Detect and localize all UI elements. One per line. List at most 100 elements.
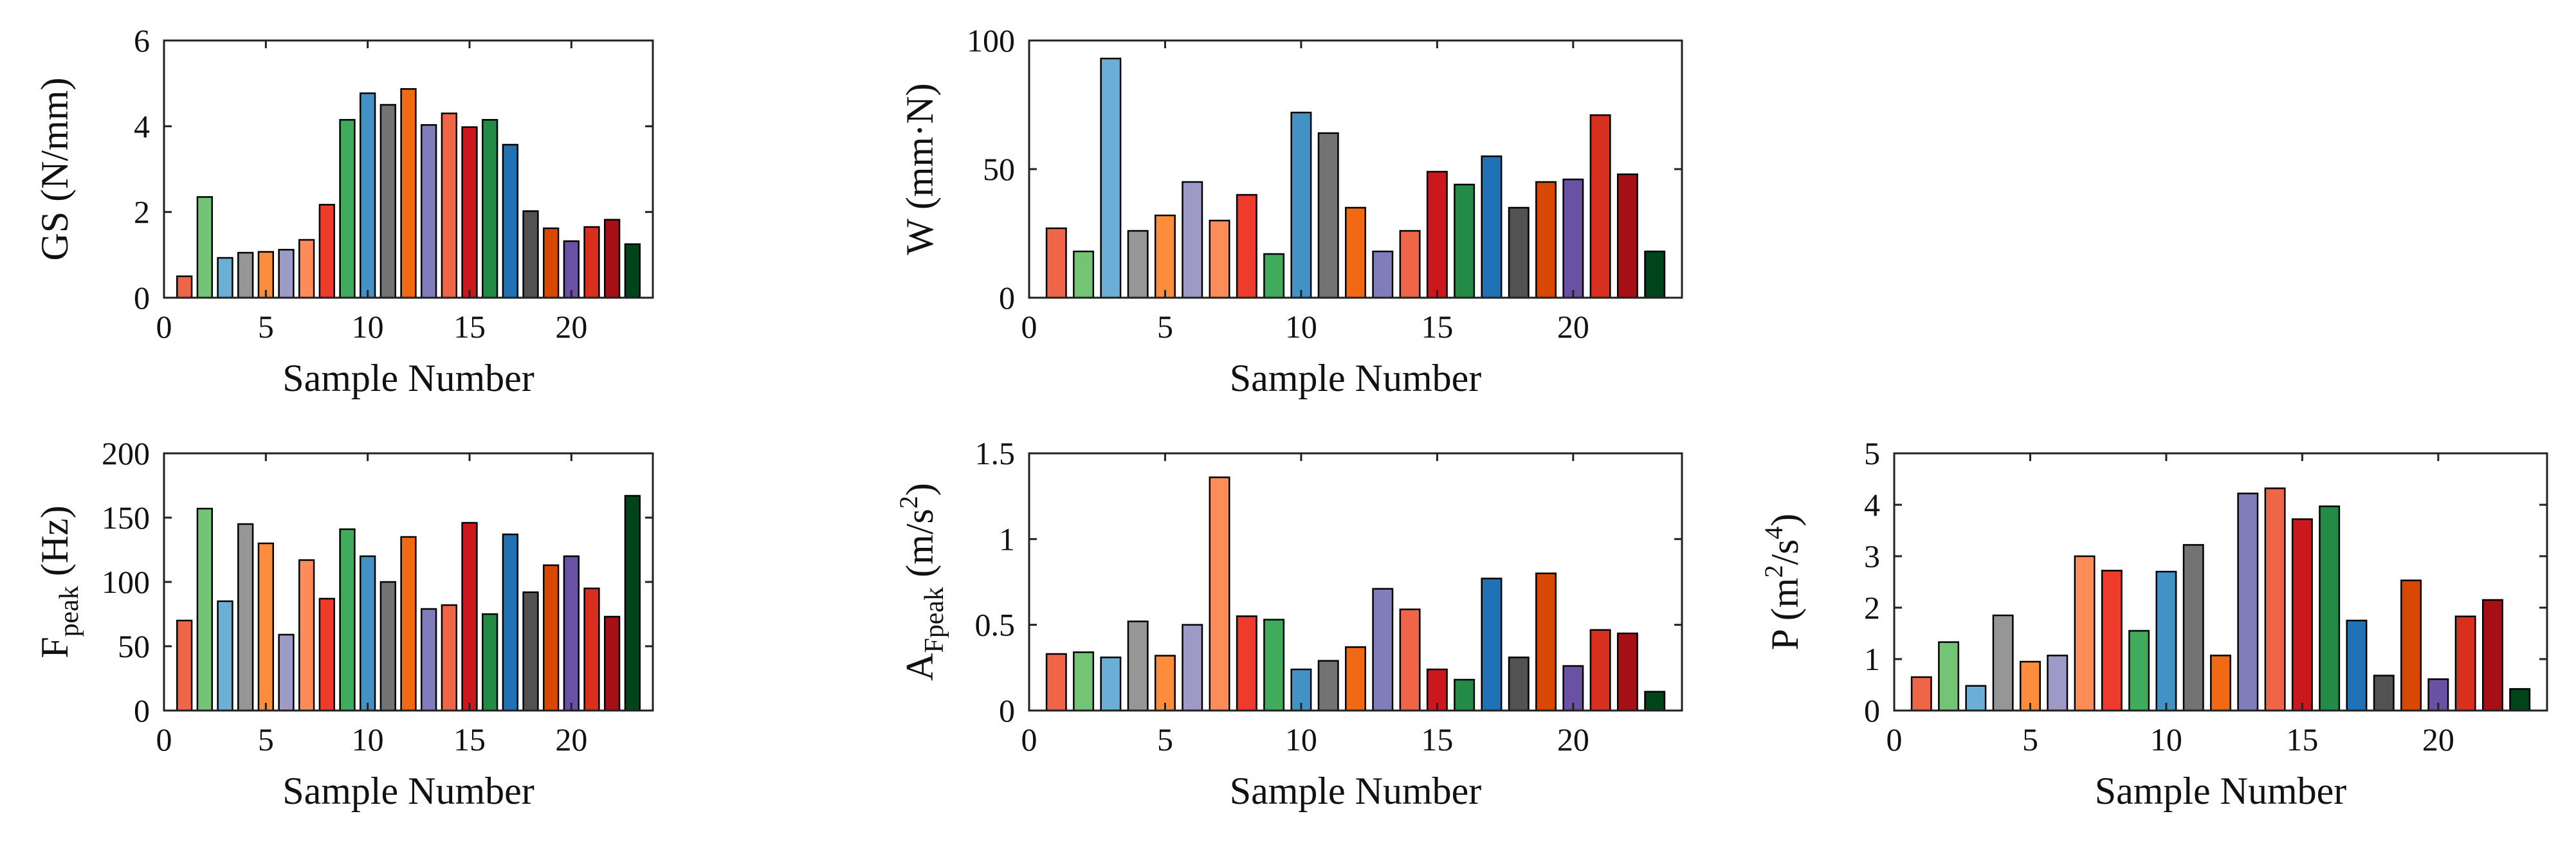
xtick-label-w-20: 20 (1557, 309, 1589, 345)
bar-p-13 (2237, 493, 2259, 712)
yaxis-title-part-fpeak-ylabel_rest: (Hz) (33, 505, 76, 586)
bar-p-10 (2155, 570, 2177, 712)
xtick-label-gs-5: 5 (258, 309, 274, 345)
yaxis-title-part-p-ylabel_end: ) (1764, 514, 1806, 527)
xaxis-title-afpeak: Sample Number (1230, 770, 1482, 812)
xtick-label-gs-15: 15 (453, 309, 486, 345)
yaxis-title-afpeak: AFpeak (m/s2) (894, 483, 949, 681)
bar-fpeak-16 (482, 613, 498, 712)
bar-afpeak-16 (1454, 678, 1475, 712)
bar-w-9 (1263, 253, 1285, 299)
bar-fpeak-9 (339, 528, 356, 712)
bar-gs-16 (482, 119, 498, 299)
ytick-label-p-4: 4 (1864, 487, 1880, 523)
yaxis-title-part-afpeak-ylabel_main: A (899, 653, 941, 680)
bar-fpeak-5 (257, 542, 274, 712)
bar-p-7 (2074, 555, 2096, 712)
xtick-label-afpeak-0: 0 (1021, 721, 1037, 757)
ytick-label-fpeak-150: 150 (102, 500, 150, 536)
bar-fpeak-1 (176, 619, 193, 712)
ytick-label-p-5: 5 (1864, 435, 1880, 471)
yaxis-title-part-p-ylabel_rest: /s (1764, 539, 1806, 565)
xtick-label-afpeak-20: 20 (1557, 721, 1589, 757)
ytick-label-afpeak-1: 1 (999, 521, 1015, 557)
bar-fpeak-20 (563, 555, 580, 712)
bar-w-4 (1127, 230, 1149, 299)
ytick-label-afpeak-0.5: 0.5 (975, 607, 1016, 643)
bar-gs-18 (522, 210, 539, 299)
bar-fpeak-10 (360, 555, 376, 712)
xtick-label-fpeak-10: 10 (352, 721, 384, 757)
xtick-label-w-15: 15 (1421, 309, 1453, 345)
bar-gs-13 (421, 124, 437, 299)
xtick-label-p-5: 5 (2022, 721, 2038, 757)
ytick-label-fpeak-200: 200 (102, 435, 150, 471)
ytick-label-fpeak-0: 0 (134, 693, 150, 729)
bar-p-11 (2182, 544, 2204, 712)
xtick-label-w-5: 5 (1157, 309, 1173, 345)
bar-gs-17 (502, 143, 518, 299)
bar-p-17 (2346, 619, 2368, 712)
bar-w-13 (1372, 250, 1394, 299)
bar-p-4 (1992, 614, 2014, 712)
bar-afpeak-22 (1616, 632, 1638, 712)
ytick-label-p-3: 3 (1864, 538, 1880, 574)
bar-fpeak-12 (400, 536, 417, 712)
bar-p-15 (2291, 518, 2313, 712)
ytick-label-gs-4: 4 (134, 108, 150, 144)
bar-gs-2 (196, 196, 213, 299)
bar-w-21 (1589, 114, 1611, 299)
ytick-label-afpeak-0: 0 (999, 693, 1015, 729)
bar-p-21 (2454, 615, 2476, 712)
bar-p-6 (2047, 655, 2069, 712)
ytick-label-gs-6: 6 (134, 23, 150, 59)
xaxis-title-w: Sample Number (1230, 357, 1482, 399)
bar-afpeak-18 (1508, 657, 1530, 712)
xtick-label-fpeak-5: 5 (258, 721, 274, 757)
ytick-label-fpeak-50: 50 (118, 628, 150, 664)
xtick-label-fpeak-15: 15 (453, 721, 486, 757)
bar-fpeak-15 (461, 521, 478, 712)
bar-afpeak-1 (1045, 653, 1067, 712)
bar-gs-19 (543, 227, 560, 299)
bar-afpeak-14 (1399, 608, 1421, 712)
bar-fpeak-6 (278, 633, 295, 712)
bar-afpeak-11 (1317, 660, 1339, 712)
bar-w-17 (1481, 155, 1503, 299)
bar-w-18 (1508, 206, 1530, 299)
bar-gs-15 (461, 126, 478, 299)
yaxis-title-part-p-ylabel_main: P (m (1764, 578, 1806, 651)
bar-p-18 (2373, 675, 2395, 712)
yaxis-title-part-afpeak-ylabel_rest: (m/s (899, 509, 941, 587)
bar-w-12 (1345, 206, 1366, 299)
bar-afpeak-3 (1100, 657, 1122, 712)
bar-gs-6 (278, 249, 295, 299)
bar-w-16 (1454, 183, 1475, 299)
ytick-label-p-2: 2 (1864, 590, 1880, 626)
bar-p-19 (2400, 579, 2422, 712)
bar-w-8 (1236, 194, 1257, 299)
ytick-label-p-1: 1 (1864, 641, 1880, 677)
yaxis-title-part-afpeak-ylabel_end: ) (899, 483, 941, 496)
xtick-label-w-0: 0 (1021, 309, 1037, 345)
bar-afpeak-23 (1644, 691, 1666, 712)
bar-gs-21 (583, 226, 600, 299)
bar-fpeak-2 (196, 507, 213, 712)
bar-afpeak-4 (1127, 621, 1149, 712)
bar-w-11 (1317, 132, 1339, 299)
bar-gs-1 (176, 275, 193, 299)
bar-fpeak-14 (441, 604, 457, 712)
chart-w: 0 5 10 15 20 0 50 100 Sample Number W (mm·N) (899, 23, 1683, 399)
bar-afpeak-6 (1182, 624, 1203, 712)
bar-afpeak-2 (1073, 651, 1095, 712)
bar-w-15 (1426, 170, 1448, 299)
xtick-label-p-20: 20 (2422, 721, 2454, 757)
ytick-label-p-0: 0 (1864, 693, 1880, 729)
bar-p-1 (1910, 676, 1932, 712)
bar-fpeak-22 (604, 615, 621, 712)
bar-gs-7 (298, 239, 315, 299)
yaxis-title-part-p-ylabel_sup2: 4 (1759, 527, 1788, 539)
bar-w-19 (1535, 181, 1557, 299)
